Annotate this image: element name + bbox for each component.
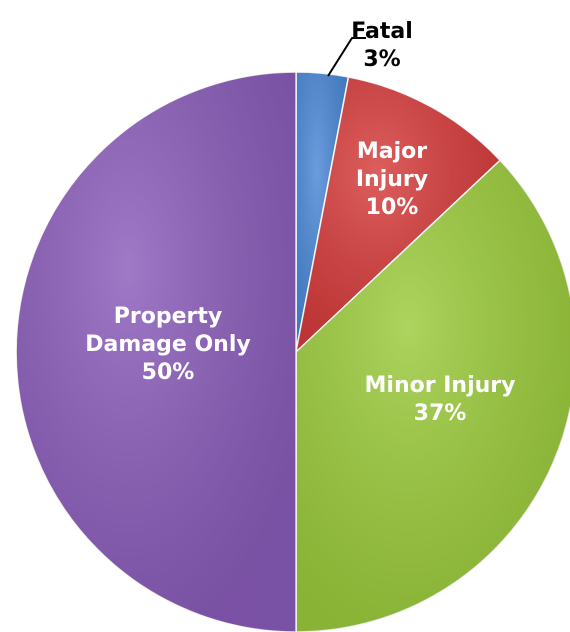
category-label: Property Damage Only [85,304,251,357]
slice-label: Major Injury 10% [347,138,437,222]
leader-line [327,37,366,77]
value-label: 37% [413,401,467,426]
slice-label: Property Damage Only 50% [78,303,258,387]
slice-shading [296,160,570,632]
value-label: 50% [141,360,195,385]
category-label: Fatal [351,19,413,44]
slice-shading [16,72,296,632]
category-label: Minor Injury [364,373,516,398]
slice-shading [296,76,501,353]
value-label: 3% [363,47,401,72]
slice-label: Fatal 3% [322,18,442,74]
slice-label: Minor Injury 37% [330,372,550,428]
value-label: 10% [365,195,419,220]
category-label: Major Injury [355,139,429,192]
